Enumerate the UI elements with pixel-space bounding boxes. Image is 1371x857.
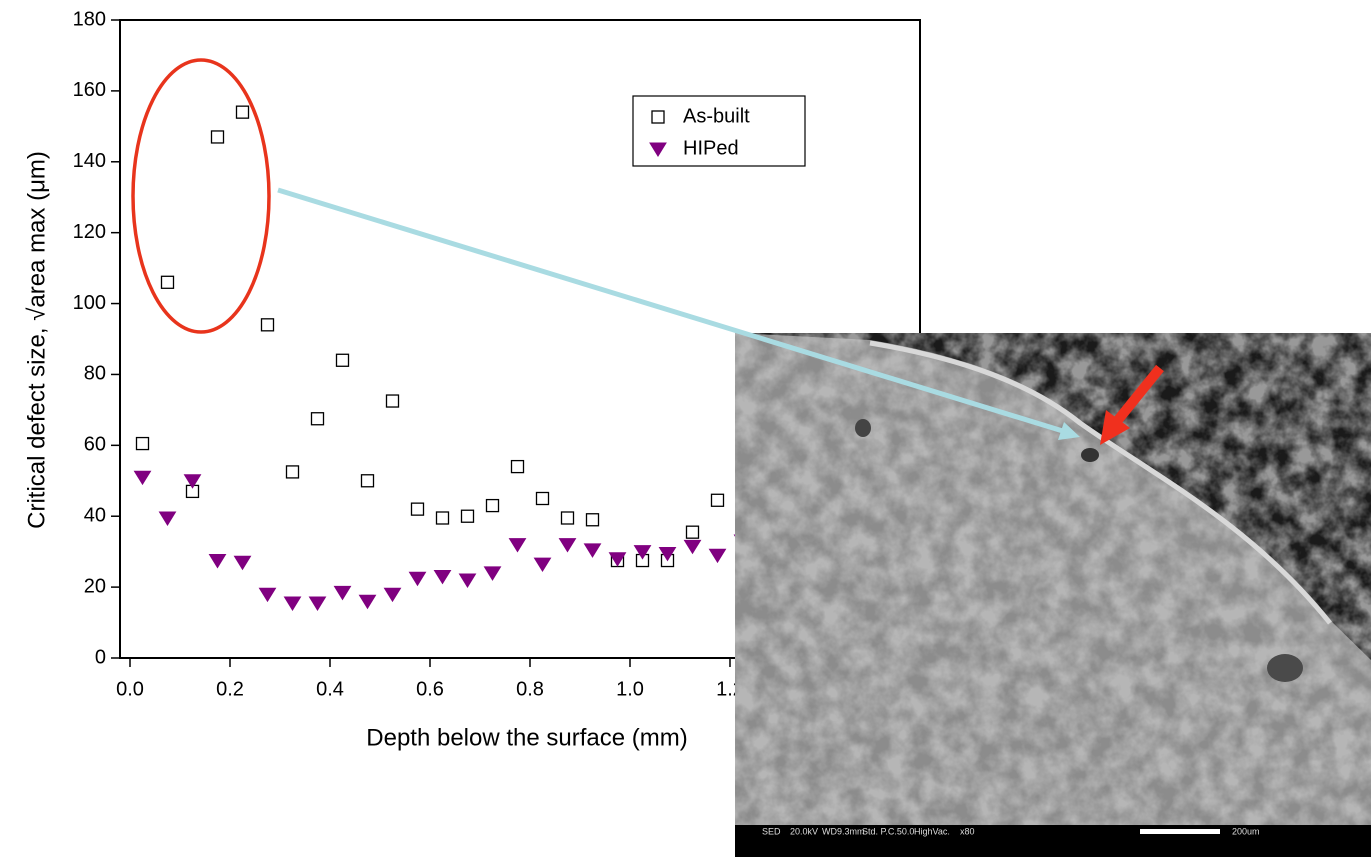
sem-info-text: HighVac.	[914, 826, 950, 836]
point	[562, 512, 574, 524]
y-tick-label: 20	[84, 575, 106, 597]
point	[235, 556, 251, 569]
point	[335, 586, 351, 599]
point	[360, 595, 376, 608]
x-tick-label: 0.0	[116, 678, 144, 700]
y-tick-label: 160	[73, 79, 106, 101]
point	[385, 588, 401, 601]
point	[337, 354, 349, 366]
sem-pore	[855, 419, 871, 437]
sem-scale-bar	[1140, 829, 1220, 834]
point	[162, 276, 174, 288]
sem-info-text: 20.0kV	[790, 826, 818, 836]
page: {"chart_data": {"type": "scatter", "xlab…	[0, 0, 1371, 857]
point	[237, 106, 249, 118]
point	[412, 503, 424, 515]
point	[285, 597, 301, 610]
legend-label: As-built	[683, 105, 750, 127]
point	[535, 558, 551, 571]
sem-info-text: WD9.3mm	[822, 826, 865, 836]
sem-pore	[1267, 654, 1303, 682]
point	[560, 539, 576, 552]
point	[137, 438, 149, 450]
x-tick-label: 0.2	[216, 678, 244, 700]
x-tick-label: 0.6	[416, 678, 444, 700]
y-axis-label: Critical defect size, √area max (μm)	[23, 151, 50, 529]
point	[710, 549, 726, 562]
point	[212, 131, 224, 143]
point	[487, 500, 499, 512]
x-tick-label: 0.4	[316, 678, 344, 700]
y-tick-label: 120	[73, 221, 106, 243]
x-axis-label: Depth below the surface (mm)	[366, 724, 687, 751]
point	[410, 572, 426, 585]
sem-pore	[1081, 448, 1099, 462]
y-tick-label: 140	[73, 150, 106, 172]
legend: As-built HIPed	[633, 96, 805, 166]
point	[362, 475, 374, 487]
point	[712, 494, 724, 506]
sem-info-text: 200um	[1232, 826, 1260, 836]
point	[387, 395, 399, 407]
x-tick-label: 0.8	[516, 678, 544, 700]
y-tick-label: 60	[84, 434, 106, 456]
figure: 0 20 40 60 80 100 120 140 160 180 0.0 0.2 0.4 0.6 0.8 1…	[0, 0, 1371, 857]
point	[460, 574, 476, 587]
point	[435, 570, 451, 583]
point	[510, 539, 526, 552]
point	[685, 540, 701, 553]
point	[310, 597, 326, 610]
point	[687, 526, 699, 538]
sem-info-text: SED	[762, 826, 781, 836]
y-tick-label: 80	[84, 363, 106, 385]
point	[537, 493, 549, 505]
point	[512, 461, 524, 473]
sem-info-text: Std. P.C.50.0	[862, 826, 914, 836]
point	[437, 512, 449, 524]
legend-label: HIPed	[683, 137, 739, 159]
point	[262, 319, 274, 331]
point	[587, 514, 599, 526]
point	[135, 471, 151, 484]
point	[462, 510, 474, 522]
y-tick-label: 100	[73, 292, 106, 314]
legend-marker	[652, 111, 664, 123]
highlight-ellipse	[133, 60, 269, 332]
y-tick-label: 180	[73, 8, 106, 30]
point	[312, 413, 324, 425]
x-tick-label: 1.0	[616, 678, 644, 700]
sem-info-text: x80	[960, 826, 975, 836]
y-tick-label: 0	[95, 646, 106, 668]
point	[585, 544, 601, 557]
point	[260, 588, 276, 601]
y-tick-label: 40	[84, 505, 106, 527]
point	[160, 512, 176, 525]
point	[485, 567, 501, 580]
point	[210, 555, 226, 568]
point	[287, 466, 299, 478]
